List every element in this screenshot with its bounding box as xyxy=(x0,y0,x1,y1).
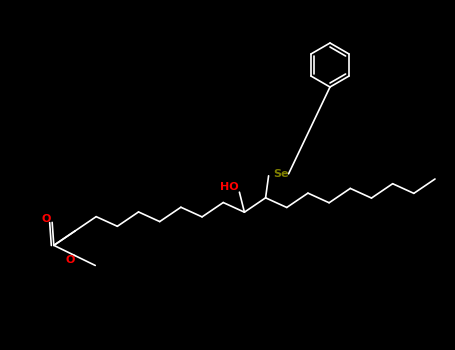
Text: O: O xyxy=(66,256,75,265)
Text: HO: HO xyxy=(220,182,239,192)
Text: Se: Se xyxy=(273,169,288,179)
Text: O: O xyxy=(41,215,51,224)
